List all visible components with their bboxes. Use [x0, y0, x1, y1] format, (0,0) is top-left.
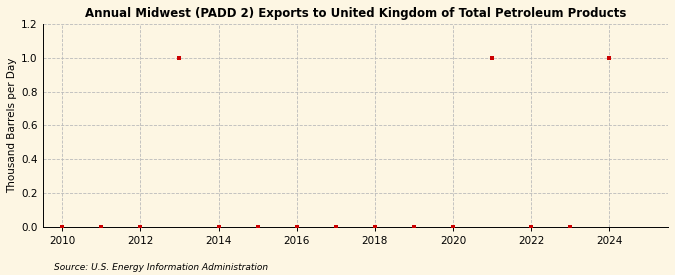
Point [369, 225, 380, 229]
Title: Annual Midwest (PADD 2) Exports to United Kingdom of Total Petroleum Products: Annual Midwest (PADD 2) Exports to Unite… [84, 7, 626, 20]
Point [526, 225, 537, 229]
Point [174, 56, 185, 60]
Point [448, 225, 458, 229]
Point [57, 225, 68, 229]
Point [96, 225, 107, 229]
Point [135, 225, 146, 229]
Y-axis label: Thousand Barrels per Day: Thousand Barrels per Day [7, 58, 17, 193]
Point [487, 56, 497, 60]
Point [408, 225, 419, 229]
Point [565, 225, 576, 229]
Point [213, 225, 224, 229]
Point [292, 225, 302, 229]
Point [252, 225, 263, 229]
Point [604, 56, 615, 60]
Text: Source: U.S. Energy Information Administration: Source: U.S. Energy Information Administ… [54, 263, 268, 272]
Point [330, 225, 341, 229]
